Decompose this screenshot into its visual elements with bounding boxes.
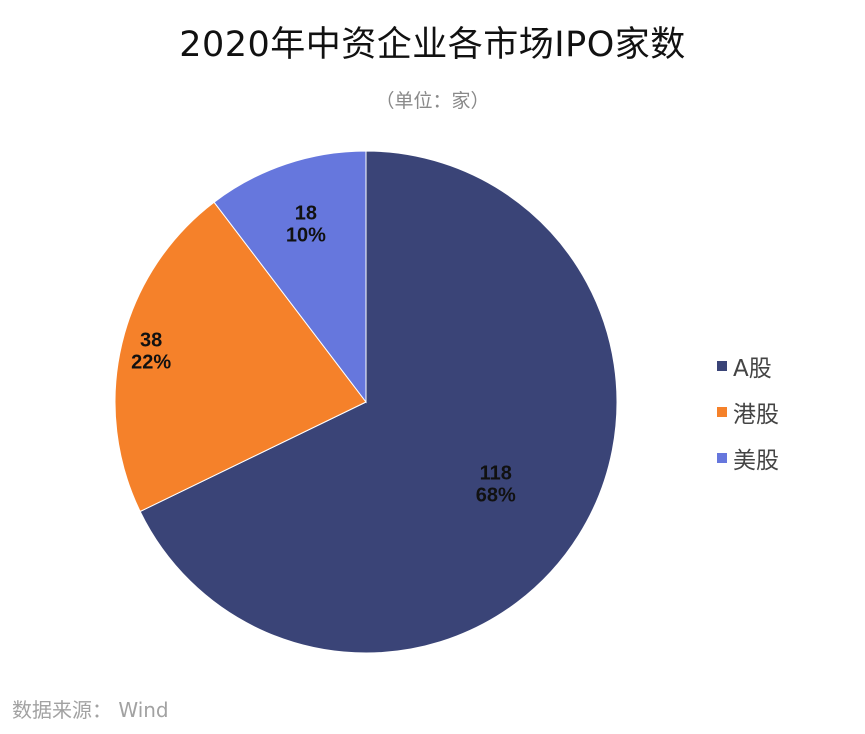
source-note: 数据来源： Wind <box>12 698 169 722</box>
legend-item-us-share: 美股 <box>717 435 779 481</box>
chart-subtitle: （单位：家） <box>375 90 490 112</box>
legend: A股 港股 美股 <box>717 343 779 481</box>
data-label-percent-a-share: 68% <box>476 484 516 506</box>
legend-swatch <box>717 407 727 417</box>
legend-swatch <box>717 453 727 463</box>
pie-slice-us-share <box>213 150 367 404</box>
pie-slice-hk-share <box>114 201 367 513</box>
legend-item-hk-share: 港股 <box>717 389 779 435</box>
legend-label: 港股 <box>733 402 779 428</box>
legend-item-a-share: A股 <box>717 343 779 389</box>
data-label-percent-hk-share: 22% <box>131 352 171 374</box>
data-label-value-hk-share: 38 <box>140 330 162 352</box>
data-label-percent-us-share: 10% <box>286 225 326 247</box>
pie-slice-a-share <box>139 150 618 654</box>
legend-label: A股 <box>733 356 772 382</box>
data-label-value-us-share: 18 <box>295 203 317 225</box>
legend-swatch <box>717 361 727 371</box>
data-label-value-a-share: 118 <box>480 462 512 484</box>
chart-title: 2020年中资企业各市场IPO家数 <box>179 25 686 65</box>
legend-label: 美股 <box>733 448 779 474</box>
